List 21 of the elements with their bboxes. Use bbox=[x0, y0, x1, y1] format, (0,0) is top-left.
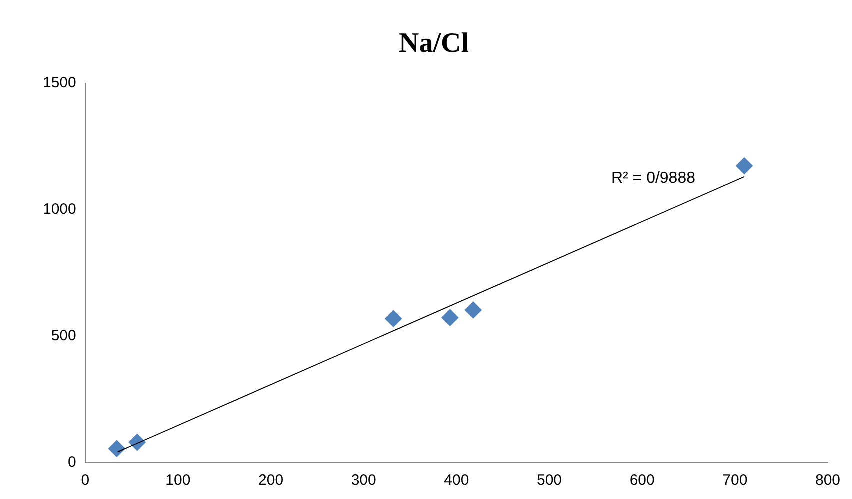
x-tick-label: 600 bbox=[630, 472, 655, 490]
x-tick-label: 800 bbox=[815, 472, 841, 490]
point bbox=[385, 310, 402, 328]
x-tick-label: 100 bbox=[166, 472, 191, 490]
x-tick-label: 300 bbox=[351, 472, 376, 490]
point bbox=[464, 302, 482, 319]
x-tick-label: 400 bbox=[444, 472, 470, 490]
x-tick-label: 200 bbox=[258, 472, 284, 490]
y-tick-label: 500 bbox=[51, 328, 76, 345]
y-tick-label: 1500 bbox=[42, 74, 76, 92]
x-tick-label: 500 bbox=[537, 472, 562, 490]
x-tick-label: 700 bbox=[722, 472, 748, 490]
x-tick-label: 0 bbox=[81, 472, 90, 490]
point bbox=[128, 434, 146, 452]
y-tick-label: 1000 bbox=[42, 201, 76, 218]
point bbox=[108, 440, 126, 458]
point bbox=[736, 158, 753, 175]
point bbox=[442, 309, 459, 326]
y-tick-label: 0 bbox=[68, 454, 76, 472]
annotation: R² = 0/9888 bbox=[611, 170, 696, 187]
chart-title: Na/Cl bbox=[399, 28, 470, 60]
